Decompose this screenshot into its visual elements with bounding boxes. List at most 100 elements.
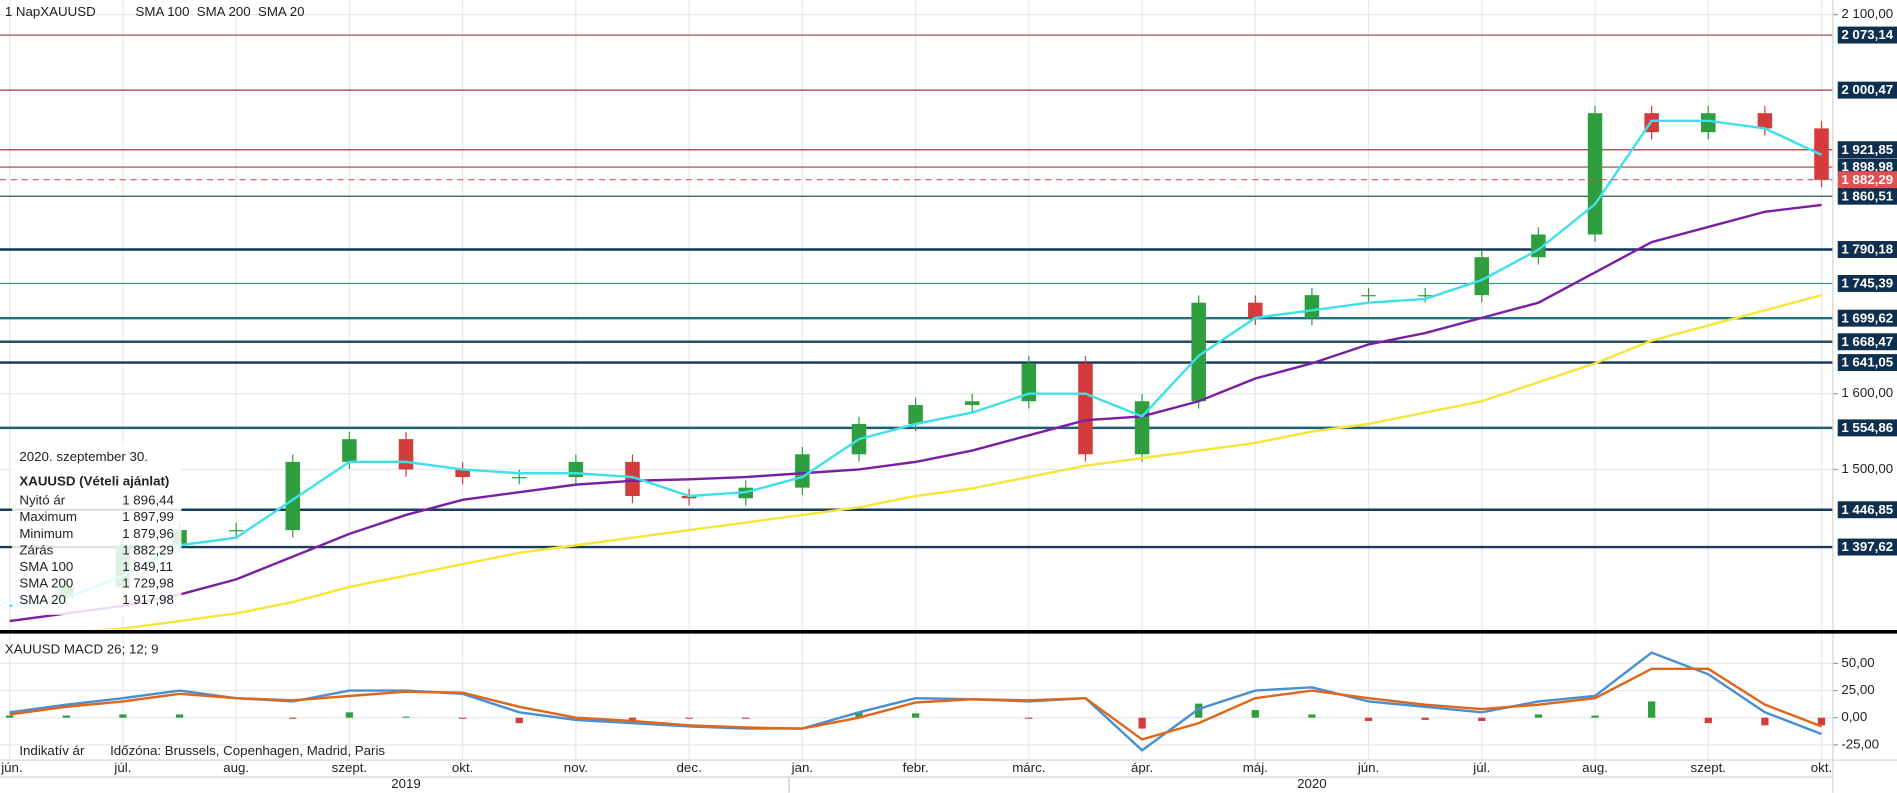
x-tick-label: júl. — [1472, 760, 1490, 775]
level-label: 1 790,18 — [1841, 242, 1893, 257]
x-tick-label: jan. — [791, 760, 813, 775]
header: 1 NapXAUUSD SMA 100 SMA 200 SMA 20 — [5, 4, 305, 19]
candle-body — [1248, 302, 1263, 318]
histogram-bar — [1195, 703, 1203, 718]
histogram-bar — [1025, 717, 1033, 719]
info-value: 1 897,99 — [122, 509, 174, 524]
candle-body — [1757, 113, 1773, 129]
info-value: 1 729,98 — [122, 576, 174, 591]
candle-body — [511, 477, 527, 479]
last-price-box — [1837, 171, 1897, 189]
level-label-box — [1837, 309, 1897, 327]
info-label: Minimum — [19, 526, 73, 541]
x-tick-label: máj. — [1243, 760, 1268, 775]
y-tick-label: 25,00 — [1841, 682, 1874, 697]
level-label-box — [1837, 538, 1897, 556]
x-tick-label: aug. — [223, 760, 249, 775]
histogram-bar — [628, 717, 637, 720]
x-tick-label: jún. — [1357, 760, 1379, 775]
y-tick-label: 2 100,00 — [1841, 6, 1893, 21]
y-tick-label: 1 500,00 — [1841, 461, 1893, 476]
info-label: Zárás — [19, 542, 53, 557]
level-label: 1 641,05 — [1841, 355, 1893, 370]
candle-body — [1021, 363, 1037, 402]
level-label: 1 699,62 — [1841, 310, 1893, 325]
level-label: 2 000,47 — [1841, 82, 1893, 97]
level-label-box — [1837, 333, 1897, 351]
histogram-bar — [911, 713, 920, 718]
info-background — [12, 445, 182, 615]
histogram-bar — [119, 714, 127, 718]
macd-title: XAUUSD MACD 26; 12; 9 — [5, 641, 159, 656]
level-label-box — [1837, 274, 1897, 292]
level-label-box — [1837, 141, 1897, 159]
year-label: 2020 — [1297, 776, 1327, 791]
info-date: 2020. szeptember 30. — [19, 449, 148, 464]
histogram-bar — [742, 717, 750, 719]
level-label-box — [1837, 81, 1897, 99]
info-value: 1 882,29 — [122, 542, 174, 557]
candle-body — [1361, 295, 1376, 297]
level-label: 1 668,47 — [1841, 334, 1893, 349]
level-label: 2 073,14 — [1841, 27, 1893, 42]
histogram-bar — [1704, 717, 1712, 724]
signal-line — [9, 667, 1822, 741]
x-tick-label: ápr. — [1131, 760, 1153, 775]
x-tick-label: jún. — [0, 760, 22, 775]
info-panel: 2020. szeptember 30. XAUUSD (Vételi aján… — [12, 445, 182, 615]
candle-body — [398, 439, 414, 470]
y-tick-label: 0,00 — [1841, 709, 1867, 724]
y-tick-label: 1 600,00 — [1841, 385, 1893, 400]
axes: jún. júl. aug. szept. okt. nov. dec. jan. febr. m… — [0, 6, 1897, 793]
price-panel — [0, 34, 1833, 630]
level-label: 1 745,39 — [1841, 276, 1893, 291]
histogram-bar — [1364, 717, 1373, 721]
level-label-box — [1837, 419, 1897, 437]
candle-body — [455, 469, 470, 478]
x-tick-label: okt. — [452, 760, 473, 775]
histogram-bar — [62, 715, 70, 718]
candle-body — [285, 461, 301, 531]
histogram-bar — [1648, 701, 1656, 718]
x-tick-label: okt. — [1811, 760, 1832, 775]
level-label: 1 397,62 — [1841, 539, 1893, 554]
x-tick-label: nov. — [564, 760, 588, 775]
candle-body — [1417, 295, 1433, 297]
candle-body — [964, 401, 980, 406]
candle-body — [625, 461, 640, 496]
info-value: 1 849,11 — [122, 559, 173, 574]
candle-body — [908, 405, 923, 424]
info-value: 1 879,96 — [122, 526, 174, 541]
footer-note: Indikatív ár — [19, 743, 85, 758]
candle-body — [342, 439, 357, 462]
x-tick-label: szept. — [1691, 760, 1726, 775]
y-tick-label: -25,00 — [1841, 736, 1879, 751]
level-label: 1 860,51 — [1841, 188, 1893, 203]
info-label: SMA 20 — [19, 592, 66, 607]
x-tick-label: aug. — [1582, 760, 1608, 775]
candle-body — [228, 530, 244, 532]
level-label-box — [1837, 26, 1897, 44]
info-label: SMA 100 — [19, 559, 73, 574]
level-label: 1 446,85 — [1841, 502, 1893, 517]
histogram-bar — [1478, 717, 1486, 721]
level-label: 1 898,98 — [1841, 159, 1893, 174]
histogram-bar — [345, 712, 354, 718]
candle-body — [1474, 257, 1490, 296]
histogram-bar — [459, 717, 467, 719]
histogram-bar — [1534, 714, 1543, 718]
year-label: 2019 — [391, 776, 421, 791]
histogram-bar — [1308, 714, 1316, 718]
candle-body — [795, 454, 810, 488]
x-tick-label: dec. — [677, 760, 702, 775]
level-label: 1 921,85 — [1841, 142, 1893, 157]
histogram-bar — [1138, 717, 1146, 729]
x-tick-label: júl. — [113, 760, 131, 775]
info-value: 1 896,44 — [122, 493, 174, 508]
candle-body — [1701, 113, 1716, 133]
symbol: 1 NapXAUUSD — [5, 4, 96, 19]
x-tick-label: márc. — [1012, 760, 1045, 775]
info-value: 1 917,98 — [122, 592, 174, 607]
